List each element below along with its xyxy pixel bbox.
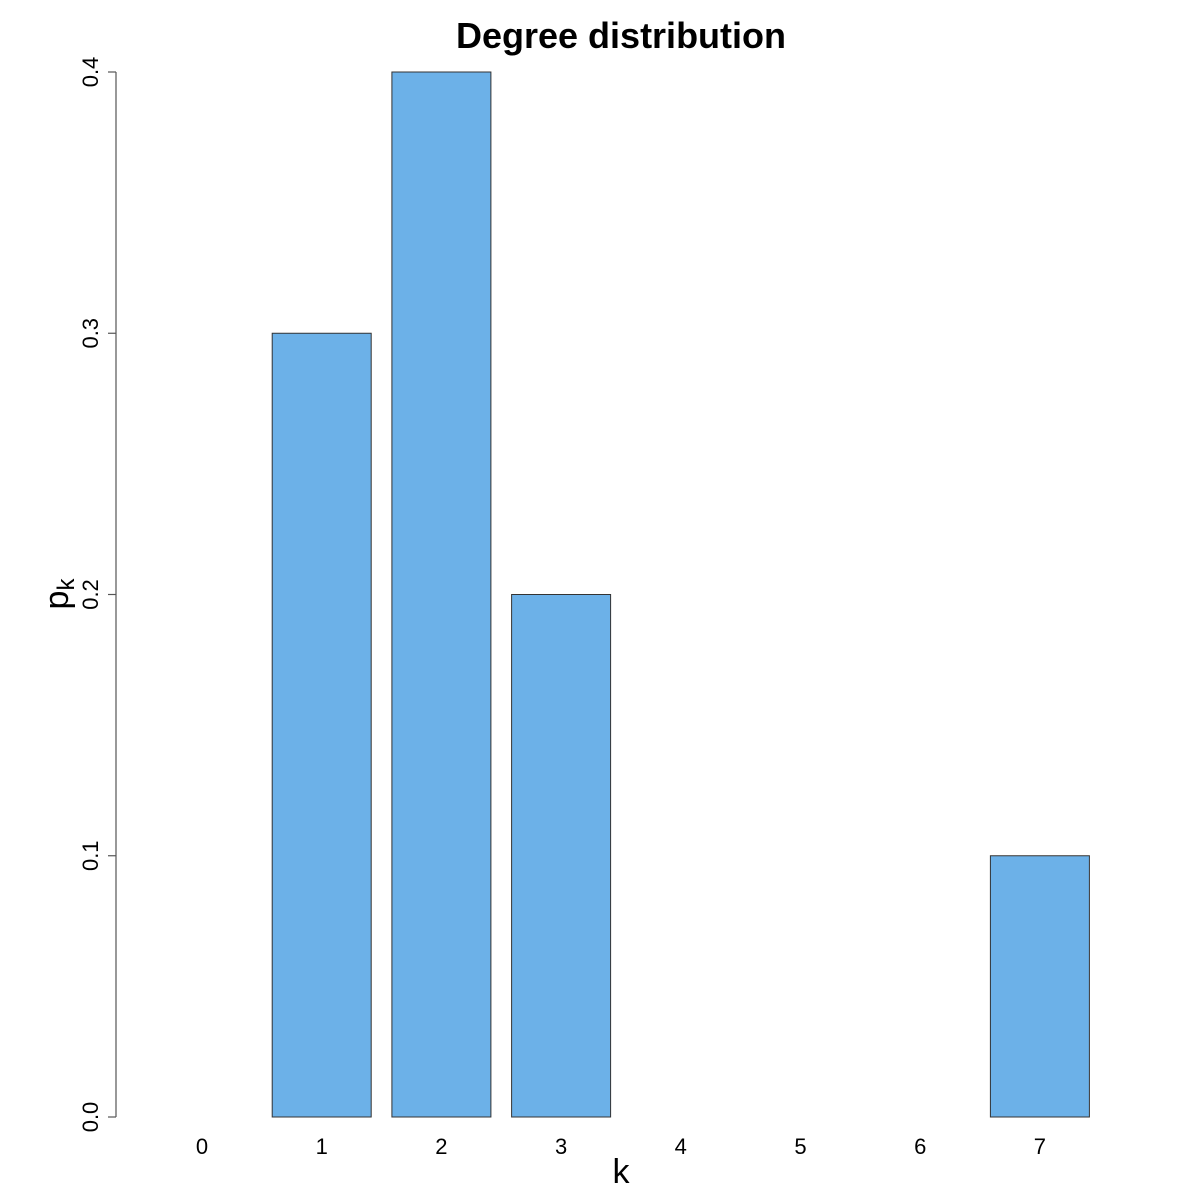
y-tick-label: 0.1 bbox=[78, 840, 103, 871]
x-tick-label: 5 bbox=[794, 1134, 806, 1159]
bars-group bbox=[271, 71, 1090, 1118]
chart-title: Degree distribution bbox=[456, 15, 786, 56]
y-tick-label: 0.4 bbox=[78, 57, 103, 88]
x-tick-labels: 0 1 2 3 4 5 6 7 bbox=[196, 1134, 1046, 1159]
x-tick-label: 6 bbox=[914, 1134, 926, 1159]
y-axis-label-main: p bbox=[38, 591, 76, 610]
x-tick-label: 4 bbox=[675, 1134, 687, 1159]
bar bbox=[511, 594, 612, 1118]
y-axis-label: pk bbox=[38, 578, 80, 610]
y-tick-label: 0.0 bbox=[78, 1102, 103, 1133]
y-tick-label: 0.3 bbox=[78, 318, 103, 349]
y-axis: 0.0 0.1 0.2 0.3 0.4 bbox=[78, 57, 117, 1133]
x-tick-label: 1 bbox=[316, 1134, 328, 1159]
x-axis-label: k bbox=[613, 1153, 631, 1191]
svg-text:pk: pk bbox=[38, 578, 80, 610]
bar bbox=[391, 71, 492, 1118]
y-axis-label-subscript: k bbox=[53, 578, 80, 591]
x-tick-label: 2 bbox=[435, 1134, 447, 1159]
x-tick-label: 7 bbox=[1034, 1134, 1046, 1159]
y-tick-label: 0.2 bbox=[78, 579, 103, 610]
x-tick-label: 0 bbox=[196, 1134, 208, 1159]
bar bbox=[989, 855, 1090, 1118]
x-tick-label: 3 bbox=[555, 1134, 567, 1159]
bar bbox=[271, 332, 372, 1118]
